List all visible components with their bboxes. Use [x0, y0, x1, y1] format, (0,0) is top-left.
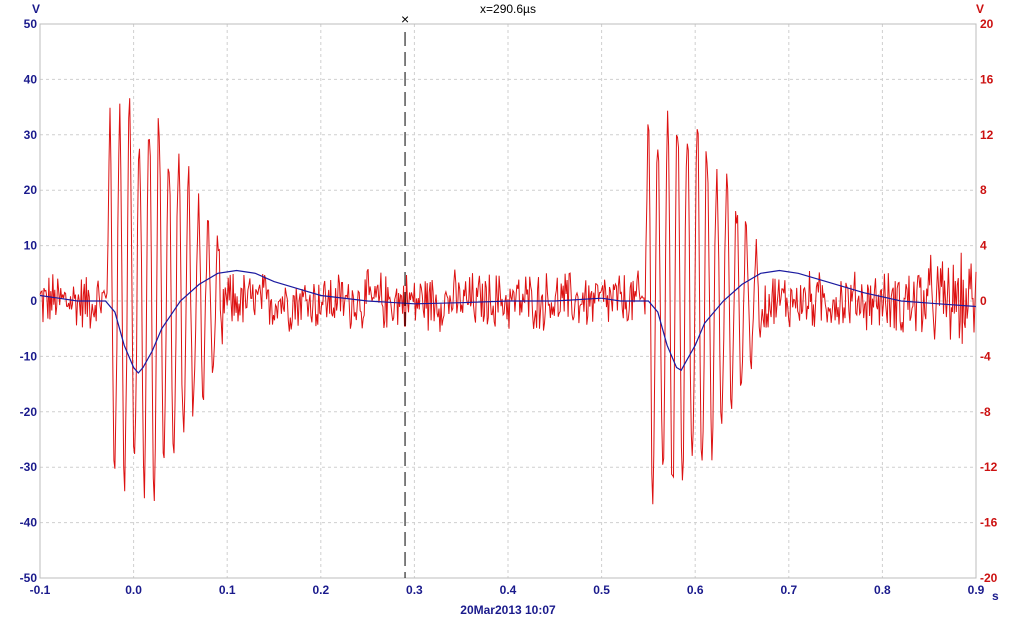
right-axis: -20 -16 -12 -8 -4 0 4 8 12 16 20	[980, 17, 998, 585]
right-tick-label: 4	[980, 239, 987, 253]
right-tick-label: -8	[980, 405, 991, 419]
plot-border	[39, 23, 977, 579]
left-tick-label: 30	[24, 128, 38, 142]
x-tick-label: 0.1	[219, 583, 236, 597]
cursor-readout: x=290.6µs	[480, 2, 536, 16]
left-tick-label: -50	[20, 571, 38, 585]
x-tick-label: 0.7	[780, 583, 797, 597]
x-tick-label: 0.0	[125, 583, 142, 597]
right-tick-label: 20	[980, 17, 994, 31]
left-tick-label: -20	[20, 405, 38, 419]
right-tick-label: -12	[980, 460, 998, 474]
x-tick-label: 0.6	[687, 583, 704, 597]
blue-series-line	[39, 269, 977, 374]
left-tick-label: -10	[20, 349, 38, 363]
right-tick-label: -20	[980, 571, 998, 585]
x-tick-label: 0.2	[312, 583, 329, 597]
left-tick-label: -30	[20, 460, 38, 474]
right-tick-label: 0	[980, 294, 987, 308]
x-tick-label: -0.1	[30, 583, 51, 597]
right-tick-label: 8	[980, 183, 987, 197]
x-tick-label: 0.8	[874, 583, 891, 597]
left-tick-label: 10	[24, 239, 38, 253]
right-tick-label: 16	[980, 72, 994, 86]
blue-series	[39, 269, 977, 374]
right-tick-label: -4	[980, 349, 991, 363]
left-axis-unit: V	[32, 2, 40, 16]
left-tick-label: -40	[20, 516, 38, 530]
x-tick-label: 0.4	[500, 583, 517, 597]
timestamp: 20Mar2013 10:07	[460, 603, 556, 617]
x-axis: -0.1 0.0 0.1 0.2 0.3 0.4 0.5 0.6 0.7 0.8 0.9	[30, 583, 985, 597]
right-tick-label: 12	[980, 128, 994, 142]
red-series-line	[39, 98, 977, 505]
right-tick-label: -16	[980, 516, 998, 530]
left-tick-label: 50	[24, 17, 38, 31]
left-tick-label: 0	[30, 294, 37, 308]
left-tick-label: 20	[24, 183, 38, 197]
cursor-marker-icon[interactable]: ×	[401, 11, 409, 27]
right-axis-unit: V	[976, 2, 984, 16]
x-tick-label: 0.5	[593, 583, 610, 597]
left-tick-label: 40	[24, 72, 38, 86]
x-tick-label: 0.9	[968, 583, 985, 597]
x-tick-label: 0.3	[406, 583, 423, 597]
red-series	[39, 98, 977, 505]
left-axis: -50 -40 -30 -20 -10 0 10 20 30 40 50	[20, 17, 38, 585]
x-axis-unit: s	[992, 589, 999, 603]
